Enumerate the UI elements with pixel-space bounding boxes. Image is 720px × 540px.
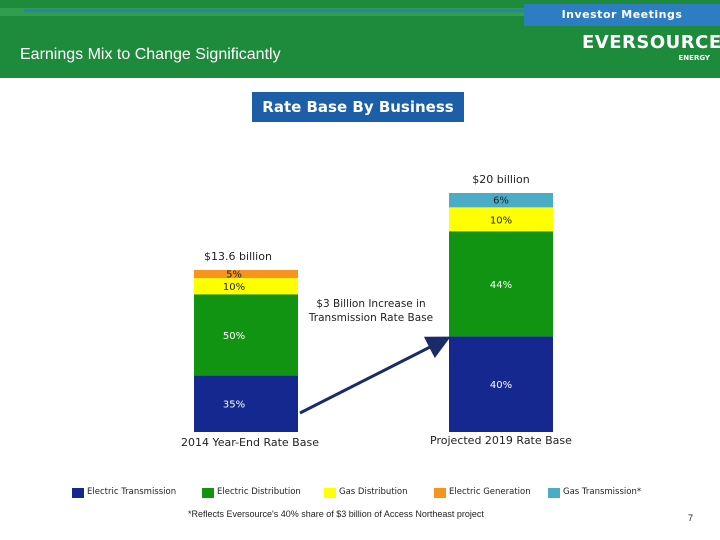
- data-label-2014-gas-distribution: 10%: [223, 282, 245, 293]
- legend-swatch: [434, 488, 446, 498]
- legend-swatch: [548, 488, 560, 498]
- data-label-2014-electric-transmission: 35%: [223, 400, 245, 411]
- legend-label: Electric Generation: [449, 487, 531, 497]
- legend-swatch: [72, 488, 84, 498]
- data-label-2014-electric-generation: 5%: [226, 270, 242, 281]
- legend-label: Gas Transmission*: [563, 487, 642, 497]
- bar-segment-2014-electric-transmission: [194, 375, 298, 432]
- legend: Electric Transmission Electric Distribut…: [72, 486, 712, 502]
- category-label-2019: Projected 2019 Rate Base: [430, 434, 572, 447]
- data-label-2019-electric-transmission: 40%: [490, 380, 512, 391]
- total-label-2019: $20 billion: [472, 173, 529, 186]
- footnote: *Reflects Eversource's 40% share of $3 b…: [188, 509, 484, 519]
- data-label-2019-gas-distribution: 10%: [490, 215, 512, 226]
- header-accent-line: [24, 9, 544, 12]
- page-number: 7: [688, 513, 694, 523]
- slide-title: Earnings Mix to Change Significantly: [20, 46, 281, 63]
- legend-label: Electric Transmission: [87, 487, 177, 497]
- increase-arrow: [299, 336, 451, 415]
- bar-segment-2019-gas-transmission: [449, 193, 553, 208]
- legend-label: Electric Distribution: [217, 487, 301, 497]
- bar-segment-2014-electric-generation: [194, 270, 298, 279]
- logo-wordmark: EVERSOURCE: [582, 32, 720, 53]
- data-label-2019-gas-transmission: 6%: [493, 196, 509, 207]
- legend-swatch: [202, 488, 214, 498]
- bar-segment-2019-electric-distribution: [449, 231, 553, 337]
- bar-segment-2014-gas-distribution: [194, 278, 298, 295]
- legend-label: Gas Distribution: [339, 487, 408, 497]
- annotation-line-1: $3 Billion Increase in: [316, 298, 425, 310]
- legend-swatch: [324, 488, 336, 498]
- bar-segment-2019-gas-distribution: [449, 207, 553, 232]
- data-label-2019-electric-distribution: 44%: [490, 280, 512, 291]
- category-label-2014: 2014 Year-End Rate Base: [181, 436, 319, 449]
- investor-meetings-tag: Investor Meetings: [524, 4, 720, 26]
- chart-title: Rate Base By Business: [252, 92, 464, 122]
- total-label-2014: $13.6 billion: [204, 250, 272, 263]
- bar-segment-2014-electric-distribution: [194, 294, 298, 376]
- annotation-line-2: Transmission Rate Base: [308, 312, 433, 324]
- eversource-logo: EVERSOURCE ENERGY: [574, 30, 720, 70]
- bar-segment-2019-electric-transmission: [449, 336, 553, 432]
- header-stripe: [0, 8, 720, 16]
- data-label-2014-electric-distribution: 50%: [223, 331, 245, 342]
- logo-subtitle: ENERGY: [678, 54, 710, 62]
